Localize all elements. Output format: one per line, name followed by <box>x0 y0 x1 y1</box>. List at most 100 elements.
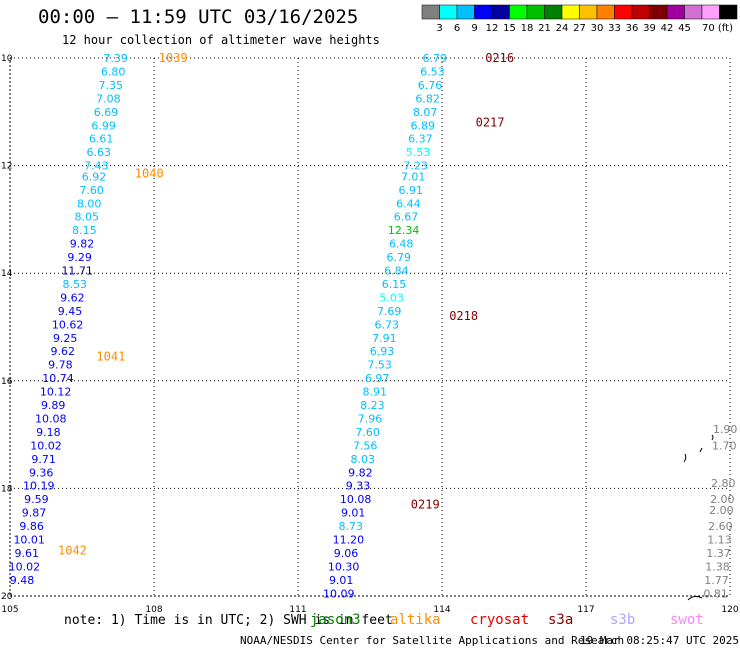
x-tick-label: 111 <box>289 605 306 615</box>
wave-height-value: 7.96 <box>358 412 383 425</box>
wave-height-value: 9.82 <box>348 466 373 479</box>
wave-height-value: 8.05 <box>75 211 100 224</box>
wave-height-value: 8.53 <box>63 278 88 291</box>
colorbar-label: 39 <box>643 23 656 34</box>
wave-height-value: 7.08 <box>96 92 121 105</box>
wave-height-value: 9.59 <box>24 493 49 506</box>
wave-height-value: 10.62 <box>52 318 84 331</box>
timestamp-text: 19 Mar 08:25:47 UTC 2025 <box>580 634 739 647</box>
wave-height-value: 6.44 <box>396 197 421 210</box>
colorbar-swatch <box>596 4 615 20</box>
wave-height-value: 10.12 <box>40 386 72 399</box>
wave-height-value: 8.73 <box>339 520 364 533</box>
wave-height-value: 5.03 <box>379 291 404 304</box>
wave-height-value: 6.53 <box>420 65 445 78</box>
wave-height-value: 2.00 <box>709 504 734 517</box>
wave-height-value: 9.78 <box>48 359 73 372</box>
wave-height-value: 6.91 <box>399 184 424 197</box>
wave-height-value: 9.71 <box>31 453 56 466</box>
colorbar-label: 70 (ft) <box>702 23 733 34</box>
wave-height-value: 6.79 <box>387 251 412 264</box>
wave-height-value: 8.15 <box>72 224 97 237</box>
x-tick-label: 120 <box>721 605 738 615</box>
pass-time-label: 0217 <box>476 116 505 130</box>
pass-time-label: 0218 <box>449 309 478 323</box>
colorbar-label: 45 <box>678 23 691 34</box>
wave-height-value: 9.62 <box>51 345 76 358</box>
legend-cryosat: cryosat <box>470 612 530 628</box>
colorbar-swatch <box>526 4 545 20</box>
colorbar-label: 24 <box>556 23 569 34</box>
wave-height-value: 9.18 <box>36 426 61 439</box>
colorbar-label: 30 <box>591 23 604 34</box>
wave-height-value: 6.89 <box>411 119 436 132</box>
wave-height-value: 9.06 <box>334 547 359 560</box>
pass-time-label: 1039 <box>159 51 188 65</box>
wave-height-value: 6.97 <box>365 372 390 385</box>
colorbar-label: 3 <box>436 23 442 34</box>
pass-time-label: 0216 <box>485 51 514 65</box>
wave-height-value: 9.89 <box>41 399 66 412</box>
colorbar-swatch <box>631 4 650 20</box>
colorbar-label: 9 <box>471 23 477 34</box>
colorbar-label: 36 <box>626 23 639 34</box>
wave-height-value: 6.61 <box>89 133 114 146</box>
x-tick-label: 117 <box>577 605 594 615</box>
wave-height-value: 1.90 <box>713 423 738 436</box>
wave-height-value: 12.34 <box>388 224 420 237</box>
wave-height-value: 9.62 <box>60 291 85 304</box>
wave-height-value: 10.02 <box>9 560 41 573</box>
x-tick-label: 114 <box>433 605 450 615</box>
wave-height-value: 6.99 <box>91 119 116 132</box>
colorbar-swatch <box>561 4 580 20</box>
wave-height-value: 10.08 <box>35 412 67 425</box>
wave-height-value: 10.02 <box>30 439 62 452</box>
colorbar-swatch <box>701 4 720 20</box>
coastline-mark <box>683 434 714 463</box>
wave-height-value: 8.23 <box>360 399 385 412</box>
wave-height-value: 6.79 <box>423 52 448 65</box>
wave-height-value: 6.37 <box>408 133 433 146</box>
wave-height-value: 11.20 <box>333 534 365 547</box>
wave-height-value: 6.84 <box>384 265 409 278</box>
wave-height-value: 8.03 <box>351 453 376 466</box>
wave-height-value: 7.23 <box>403 160 428 173</box>
chart-title: 00:00 — 11:59 UTC 03/16/2025 <box>38 6 359 28</box>
wave-height-value: 10.09 <box>323 587 355 600</box>
colorbar-swatch <box>666 4 685 20</box>
wave-height-value: 1.13 <box>707 534 732 547</box>
wave-height-value: 6.63 <box>87 146 112 159</box>
wave-height-value: 8.07 <box>413 106 438 119</box>
wave-height-value: 7.60 <box>355 426 380 439</box>
wave-height-value: 7.91 <box>372 332 397 345</box>
legend-swot: swot <box>670 612 704 628</box>
pass-time-label: 1041 <box>96 350 125 364</box>
wave-height-value: 0.81 <box>703 587 728 600</box>
wave-height-value: 7.39 <box>103 52 128 65</box>
x-tick-label: 108 <box>145 605 162 615</box>
wave-height-value: 6.73 <box>375 318 400 331</box>
wave-height-value: 7.35 <box>99 79 124 92</box>
wave-height-value: 7.69 <box>377 305 402 318</box>
wave-height-value: 1.37 <box>706 547 731 560</box>
wave-height-value: 7.60 <box>79 184 104 197</box>
wave-height-value: 6.76 <box>418 79 443 92</box>
colorbar-swatch <box>649 4 668 20</box>
colorbar-swatch <box>474 4 493 20</box>
wave-height-value: 9.48 <box>10 574 35 587</box>
wave-height-value: 8.91 <box>363 386 388 399</box>
colorbar-swatch <box>684 4 703 20</box>
wave-height-value: 9.82 <box>70 238 95 251</box>
y-tick-label: 14 <box>1 269 13 279</box>
credit-text: NOAA/NESDIS Center for Satellite Applica… <box>240 634 625 647</box>
wave-height-value: 1.38 <box>705 560 730 573</box>
wave-height-value: 7.01 <box>401 170 426 183</box>
legend-jason3: jason3 <box>310 612 361 628</box>
wave-height-value: 10.08 <box>340 493 372 506</box>
wave-height-value: 9.01 <box>329 574 354 587</box>
wave-height-value: 9.45 <box>58 305 83 318</box>
wave-height-value: 2.00 <box>710 493 735 506</box>
wave-height-value: 6.80 <box>101 65 126 78</box>
